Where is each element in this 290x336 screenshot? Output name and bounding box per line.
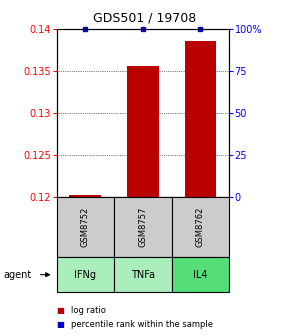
Text: log ratio: log ratio [71,306,106,315]
Bar [127,66,159,197]
Text: IFNg: IFNg [74,270,96,280]
Text: agent: agent [3,270,31,280]
Text: ■: ■ [57,320,64,329]
Text: GSM8752: GSM8752 [81,207,90,247]
Text: GSM8757: GSM8757 [138,207,147,247]
Text: GDS501 / 19708: GDS501 / 19708 [93,12,197,25]
Bar [70,195,101,197]
Bar [184,41,216,197]
Text: percentile rank within the sample: percentile rank within the sample [71,320,213,329]
Text: GSM8762: GSM8762 [196,207,205,247]
Text: IL4: IL4 [193,270,208,280]
Text: TNFa: TNFa [131,270,155,280]
Text: ■: ■ [57,306,64,315]
